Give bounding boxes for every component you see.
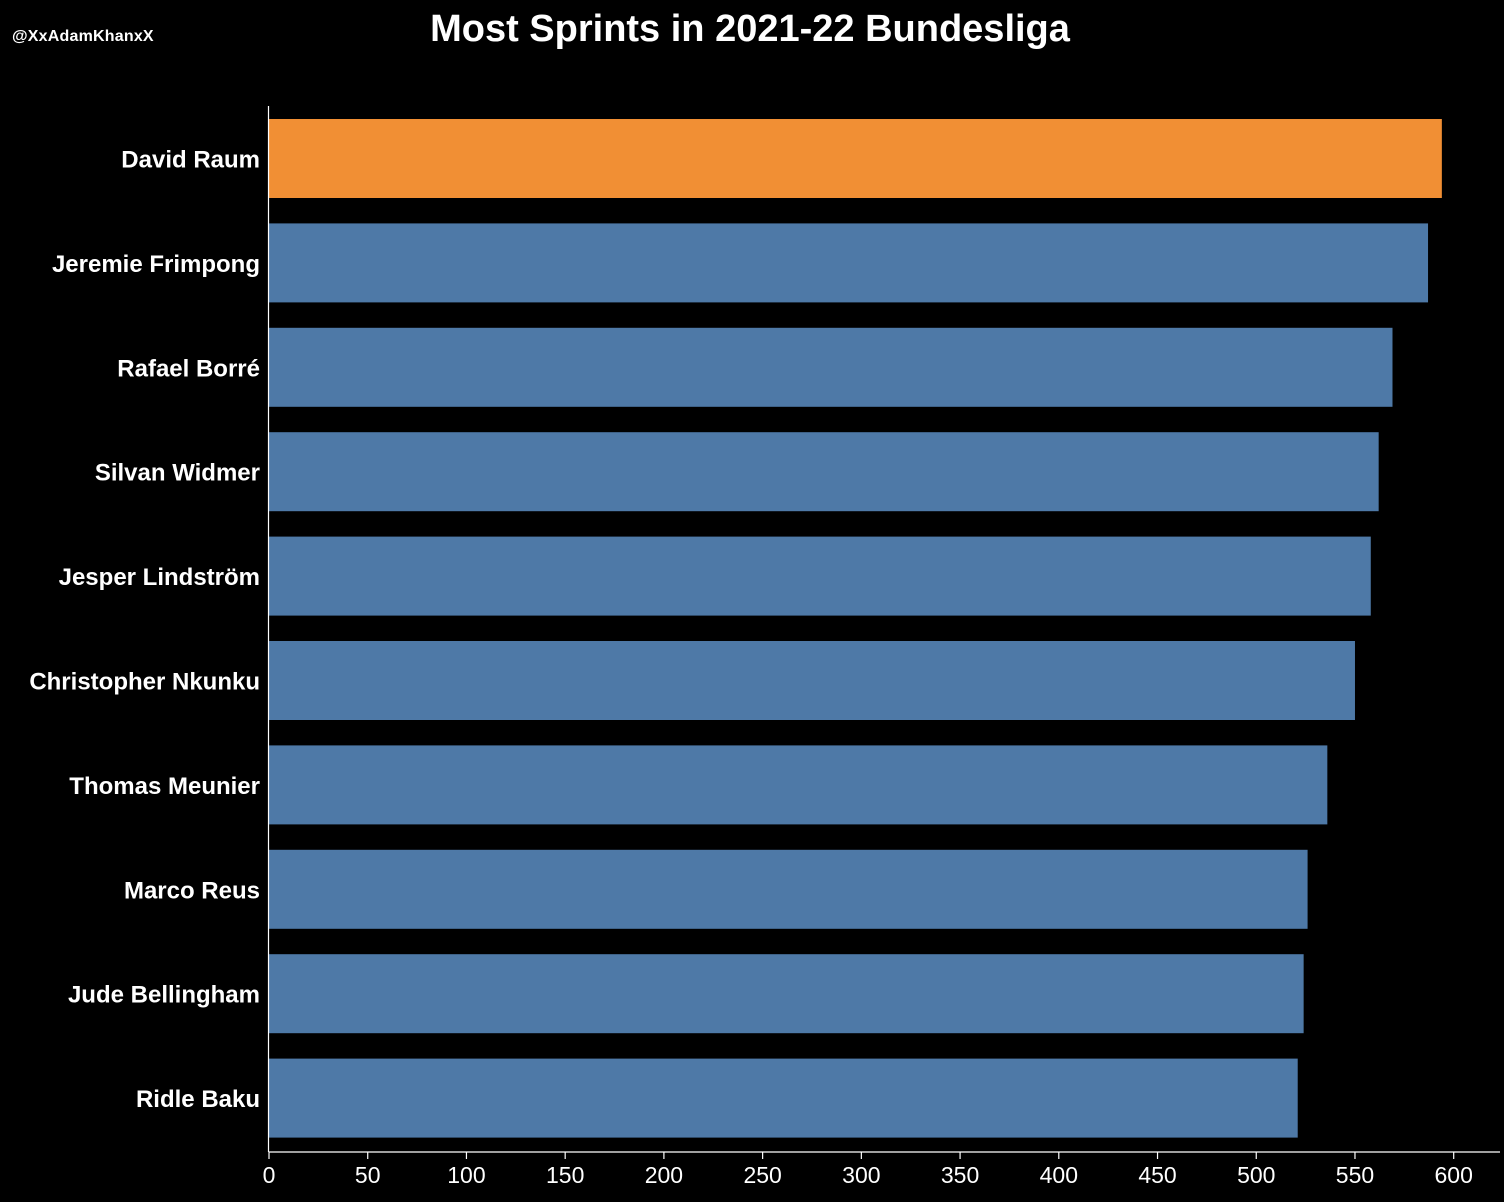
x-tick-label-2: 100 [447, 1162, 485, 1188]
category-label-8: Jude Bellingham [68, 982, 260, 1009]
x-tick-label-4: 200 [645, 1162, 683, 1188]
category-label-4: Jesper Lindström [59, 564, 260, 591]
x-tick-label-3: 150 [546, 1162, 584, 1188]
x-tick-label-7: 350 [941, 1162, 979, 1188]
x-tick-label-6: 300 [842, 1162, 880, 1188]
bar-2 [269, 327, 1393, 407]
category-label-2: Rafael Borré [117, 355, 260, 382]
x-tick-label-10: 500 [1237, 1162, 1275, 1188]
bar-8 [269, 954, 1304, 1034]
bar-4 [269, 536, 1371, 616]
x-tick-label-0: 0 [263, 1162, 276, 1188]
x-tick-label-1: 50 [355, 1162, 381, 1188]
bar-7 [269, 849, 1308, 929]
x-tick-label-8: 400 [1040, 1162, 1078, 1188]
category-label-9: Ridle Baku [136, 1086, 260, 1113]
x-tick-label-11: 550 [1336, 1162, 1374, 1188]
category-label-0: David Raum [121, 147, 260, 174]
x-tick-label-9: 450 [1138, 1162, 1176, 1188]
category-label-7: Marco Reus [124, 877, 260, 904]
bar-1 [269, 223, 1429, 303]
bar-6 [269, 745, 1328, 825]
category-label-6: Thomas Meunier [69, 773, 260, 800]
category-label-1: Jeremie Frimpong [52, 251, 260, 278]
bar-5 [269, 641, 1355, 720]
category-label-5: Christopher Nkunku [29, 669, 260, 696]
category-label-3: Silvan Widmer [95, 460, 260, 487]
author-handle: @XxAdamKhanxX [12, 28, 154, 45]
bar-0 [269, 119, 1442, 198]
x-tick-label-12: 600 [1435, 1162, 1473, 1188]
x-tick-label-5: 250 [743, 1162, 781, 1188]
bar-9 [269, 1058, 1298, 1138]
chart-title: Most Sprints in 2021-22 Bundesliga [430, 8, 1070, 50]
bar-3 [269, 432, 1379, 512]
